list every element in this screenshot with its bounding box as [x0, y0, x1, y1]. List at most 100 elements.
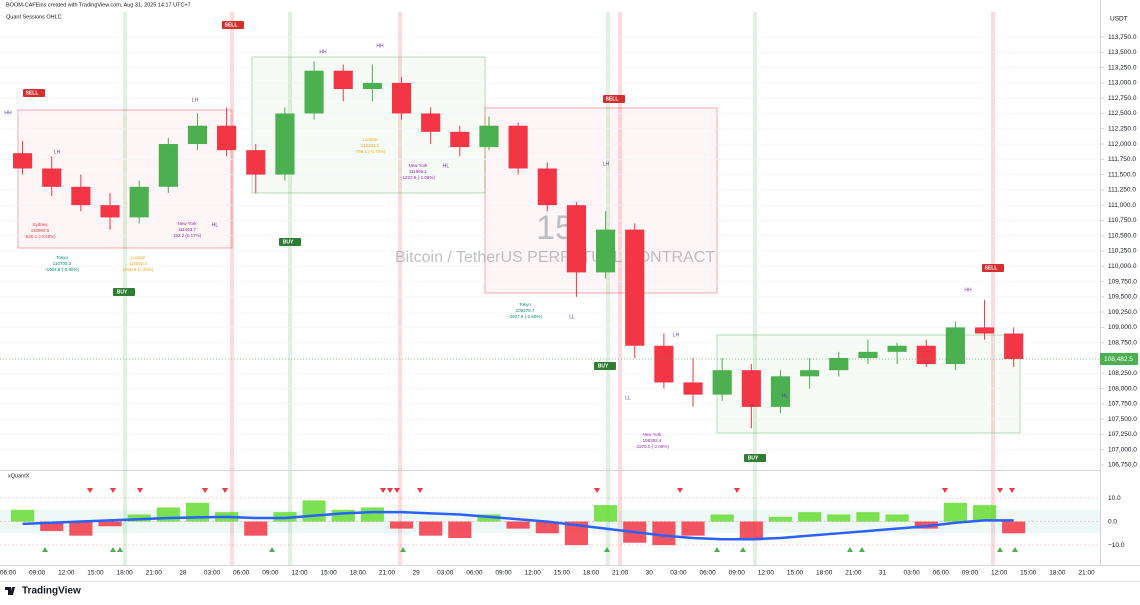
x-tick-label: 09:00: [262, 570, 279, 577]
histogram-bar: [535, 521, 559, 534]
watermark-symbol: Bitcoin / TetherUS PERPETUAL CONTRACT: [395, 249, 715, 266]
y-tick-label: 109,750.0: [1108, 278, 1137, 285]
x-tick-label: 12:00: [991, 570, 1008, 577]
histogram-bar: [244, 521, 268, 536]
signal-triangle: [997, 547, 1003, 552]
brand: TradingView: [22, 586, 81, 597]
session-highlight: [618, 12, 622, 565]
x-tick-label: 09:00: [29, 570, 46, 577]
x-tick-label: 18:00: [116, 570, 133, 577]
signal-triangle: [714, 547, 720, 552]
signal-triangle: [1012, 547, 1018, 552]
x-tick-label: 09:00: [495, 570, 512, 577]
candle-body: [654, 345, 674, 383]
candle-body: [42, 168, 62, 187]
y-tick-label: 112,500.0: [1108, 110, 1137, 117]
x-tick-label: 03:00: [670, 570, 687, 577]
signal-label: BUY: [748, 455, 759, 461]
histogram-bar: [69, 521, 93, 536]
y-tick-label: 107,500.0: [1108, 416, 1137, 423]
candle-body: [362, 82, 382, 90]
y-tick-label: 10.0: [1108, 495, 1121, 502]
histogram-bar: [506, 521, 530, 529]
candle-body: [100, 205, 120, 218]
indicator-name: Quant Sessions OHLC: [6, 14, 62, 20]
x-tick-label: 12:00: [58, 570, 75, 577]
y-tick-label: 113,000.0: [1108, 80, 1137, 87]
histogram-bar: [710, 514, 734, 522]
signal-label: BUY: [283, 239, 294, 245]
y-tick-label: 112,000.0: [1108, 141, 1137, 148]
session-name: Sydney: [32, 222, 48, 227]
histogram-bar: [302, 500, 326, 522]
histogram-bar: [40, 521, 64, 531]
y-tick-label: 111,250.0: [1108, 187, 1136, 194]
swing-label: LH: [192, 97, 199, 103]
signal-triangle: [394, 488, 400, 493]
candle-body: [741, 370, 761, 407]
brand-logo: [5, 587, 15, 595]
candle-body: [596, 229, 616, 273]
signal-label: BUY: [117, 289, 128, 295]
y-tick-label: 112,750.0: [1108, 95, 1137, 102]
last-price-tag: [1100, 353, 1138, 366]
x-tick-label: 18:00: [1049, 570, 1066, 577]
session-change: -2927.6 (-2.60%): [508, 314, 542, 319]
signal-tag: [744, 454, 766, 462]
x-tick-label: 03:00: [437, 570, 454, 577]
swing-label: LH: [673, 332, 680, 338]
histogram-bar: [739, 521, 763, 541]
x-tick-label: 30: [646, 570, 654, 577]
session-value: 111062.3: [129, 261, 148, 266]
candle-body: [421, 113, 441, 132]
y-tick-label: 109,250.0: [1108, 309, 1137, 316]
x-tick-label: 09:00: [962, 570, 979, 577]
last-price-label: 108,482.5: [1104, 356, 1133, 363]
session-name: New York: [408, 163, 428, 168]
candle-body: [974, 327, 995, 334]
session-highlight: [288, 12, 292, 565]
x-tick-label: 12:00: [291, 570, 308, 577]
histogram-bar: [98, 521, 122, 527]
histogram-bar: [11, 509, 35, 522]
histogram-bar: [564, 521, 588, 546]
candle-body: [858, 351, 878, 358]
signal-triangle: [137, 488, 143, 493]
session-name: Tokyo: [56, 255, 68, 260]
candle-body: [187, 125, 208, 145]
signal-label: BUY: [598, 363, 609, 369]
candle-body: [71, 186, 91, 206]
candle-body: [829, 357, 849, 371]
signal-label: SELL: [606, 96, 619, 102]
y-tick-label: 109,500.0: [1108, 294, 1137, 301]
x-tick-label: 15:00: [321, 570, 338, 577]
candle-body: [508, 125, 528, 169]
swing-label: HL: [782, 393, 789, 399]
x-tick-label: 06:00: [699, 570, 716, 577]
histogram-bar: [885, 514, 909, 522]
session-box: [716, 334, 1021, 434]
session-value: 111463.7: [178, 227, 197, 232]
y-tick-label: 108,750.0: [1108, 339, 1137, 346]
swing-label: HH: [319, 49, 327, 55]
session-value: 109379.7: [516, 308, 535, 313]
swing-label: LL: [569, 314, 575, 320]
y-tick-label: 111,750.0: [1108, 156, 1136, 163]
x-tick-label: 03:00: [204, 570, 221, 577]
x-tick-label: 06:00: [0, 570, 17, 577]
session-highlight: [230, 12, 234, 565]
signal-triangle: [400, 547, 406, 552]
y-tick-label: 108,250.0: [1108, 370, 1137, 377]
signal-tag: [279, 238, 301, 246]
candle-body: [945, 327, 965, 365]
histogram-bar: [681, 521, 705, 536]
histogram-bar: [768, 516, 793, 522]
swing-label: LH: [54, 149, 61, 155]
signal-triangle: [997, 488, 1003, 493]
x-tick-label: 03:00: [904, 570, 921, 577]
candle-body: [158, 144, 178, 187]
candle-body: [712, 370, 732, 395]
candle-body: [333, 70, 353, 90]
y-tick-label: 110,500.0: [1108, 232, 1137, 239]
